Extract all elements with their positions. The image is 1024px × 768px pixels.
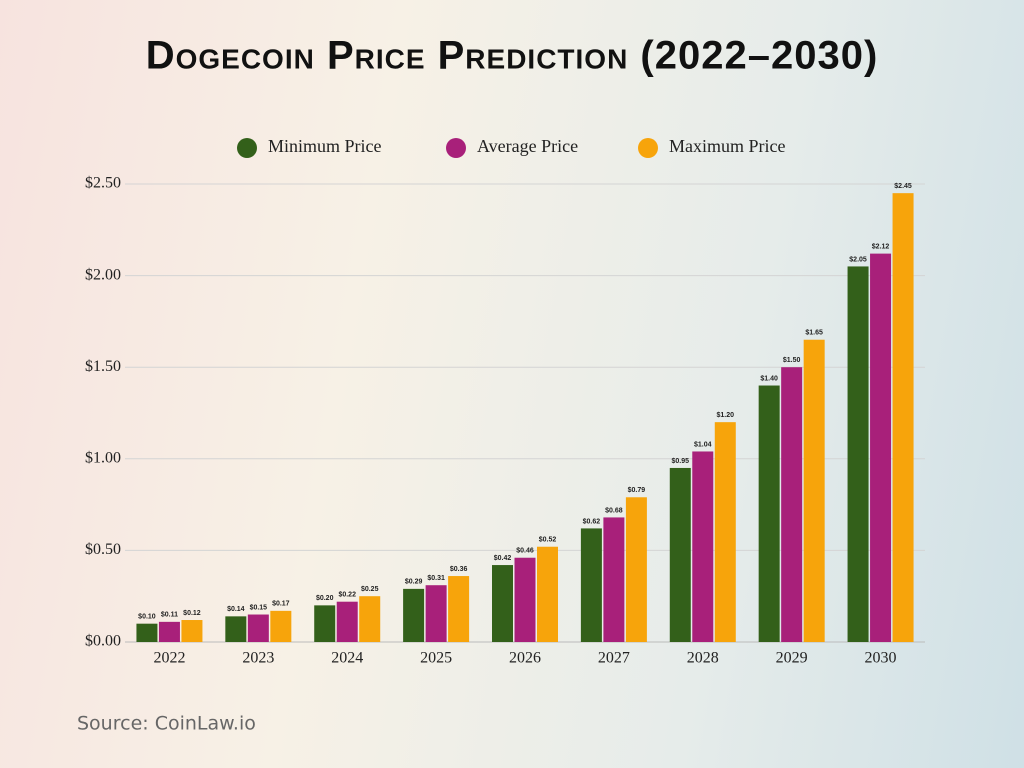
legend-label: Average Price — [477, 136, 578, 156]
x-tick-label: 2026 — [509, 650, 541, 667]
y-tick-label: $0.00 — [85, 633, 121, 650]
bar — [803, 339, 825, 642]
bar — [247, 614, 269, 642]
bar — [870, 253, 892, 642]
value-label: $1.65 — [805, 330, 823, 337]
bar — [669, 467, 691, 642]
y-tick-label: $0.50 — [85, 541, 121, 558]
value-label: $2.12 — [872, 243, 890, 250]
x-tick-label: 2030 — [865, 650, 897, 667]
bar — [136, 623, 158, 642]
value-label: $0.52 — [539, 537, 557, 544]
value-label: $0.15 — [250, 604, 268, 611]
legend-marker — [638, 138, 658, 158]
bar — [270, 610, 292, 642]
bar — [847, 266, 869, 642]
x-tick-label: 2022 — [153, 650, 185, 667]
bar — [425, 585, 447, 642]
legend-label: Minimum Price — [268, 136, 382, 156]
bar — [603, 517, 625, 642]
bar — [758, 385, 780, 642]
value-label: $1.40 — [760, 375, 778, 382]
value-label: $0.29 — [405, 579, 423, 586]
value-label: $0.79 — [628, 487, 646, 494]
value-label: $0.62 — [583, 518, 601, 525]
legend-marker — [237, 138, 257, 158]
y-tick-label: $1.00 — [85, 449, 121, 466]
source-note: Source: CoinLaw.io — [77, 713, 256, 735]
value-label: $2.45 — [894, 183, 912, 190]
value-label: $2.05 — [849, 256, 867, 263]
bar — [892, 193, 914, 642]
value-label: $0.22 — [338, 592, 356, 599]
bar — [514, 557, 536, 642]
value-label: $0.42 — [494, 555, 512, 562]
y-tick-label: $1.50 — [85, 358, 121, 375]
bar — [625, 497, 647, 642]
chart-title: Dogecoin Price Prediction (2022–2030) — [146, 34, 879, 78]
x-tick-label: 2027 — [598, 650, 630, 667]
x-tick-label: 2025 — [420, 650, 452, 667]
y-tick-label: $2.00 — [85, 266, 121, 283]
bar — [492, 565, 513, 642]
value-label: $0.20 — [316, 595, 334, 602]
y-tick-label: $2.50 — [85, 175, 121, 192]
bar — [403, 588, 425, 642]
bar — [359, 596, 381, 642]
value-label: $1.50 — [783, 357, 801, 364]
value-label: $0.25 — [361, 586, 379, 593]
value-label: $0.36 — [450, 566, 468, 573]
bar — [336, 601, 358, 642]
value-label: $0.46 — [516, 548, 534, 555]
bar — [714, 422, 736, 642]
bar — [580, 528, 602, 642]
bar — [692, 451, 714, 642]
value-label: $0.10 — [138, 614, 156, 621]
bar — [448, 576, 470, 642]
value-label: $0.14 — [227, 606, 245, 613]
value-label: $0.68 — [605, 507, 623, 514]
value-label: $0.95 — [672, 458, 690, 465]
value-label: $1.20 — [717, 412, 735, 419]
value-label: $0.31 — [427, 575, 445, 582]
bar — [314, 605, 336, 642]
x-tick-label: 2023 — [242, 650, 274, 667]
x-tick-label: 2029 — [776, 650, 808, 667]
legend-marker — [446, 138, 466, 158]
bar — [181, 620, 203, 642]
bar — [537, 546, 558, 642]
value-label: $0.17 — [272, 601, 290, 608]
value-label: $1.04 — [694, 441, 712, 448]
x-tick-label: 2028 — [687, 650, 719, 667]
legend-label: Maximum Price — [669, 136, 785, 156]
x-tick-label: 2024 — [331, 650, 363, 667]
bar — [225, 616, 247, 642]
bar — [781, 367, 803, 642]
bar — [158, 621, 180, 642]
value-label: $0.12 — [183, 610, 201, 617]
value-label: $0.11 — [161, 612, 178, 619]
